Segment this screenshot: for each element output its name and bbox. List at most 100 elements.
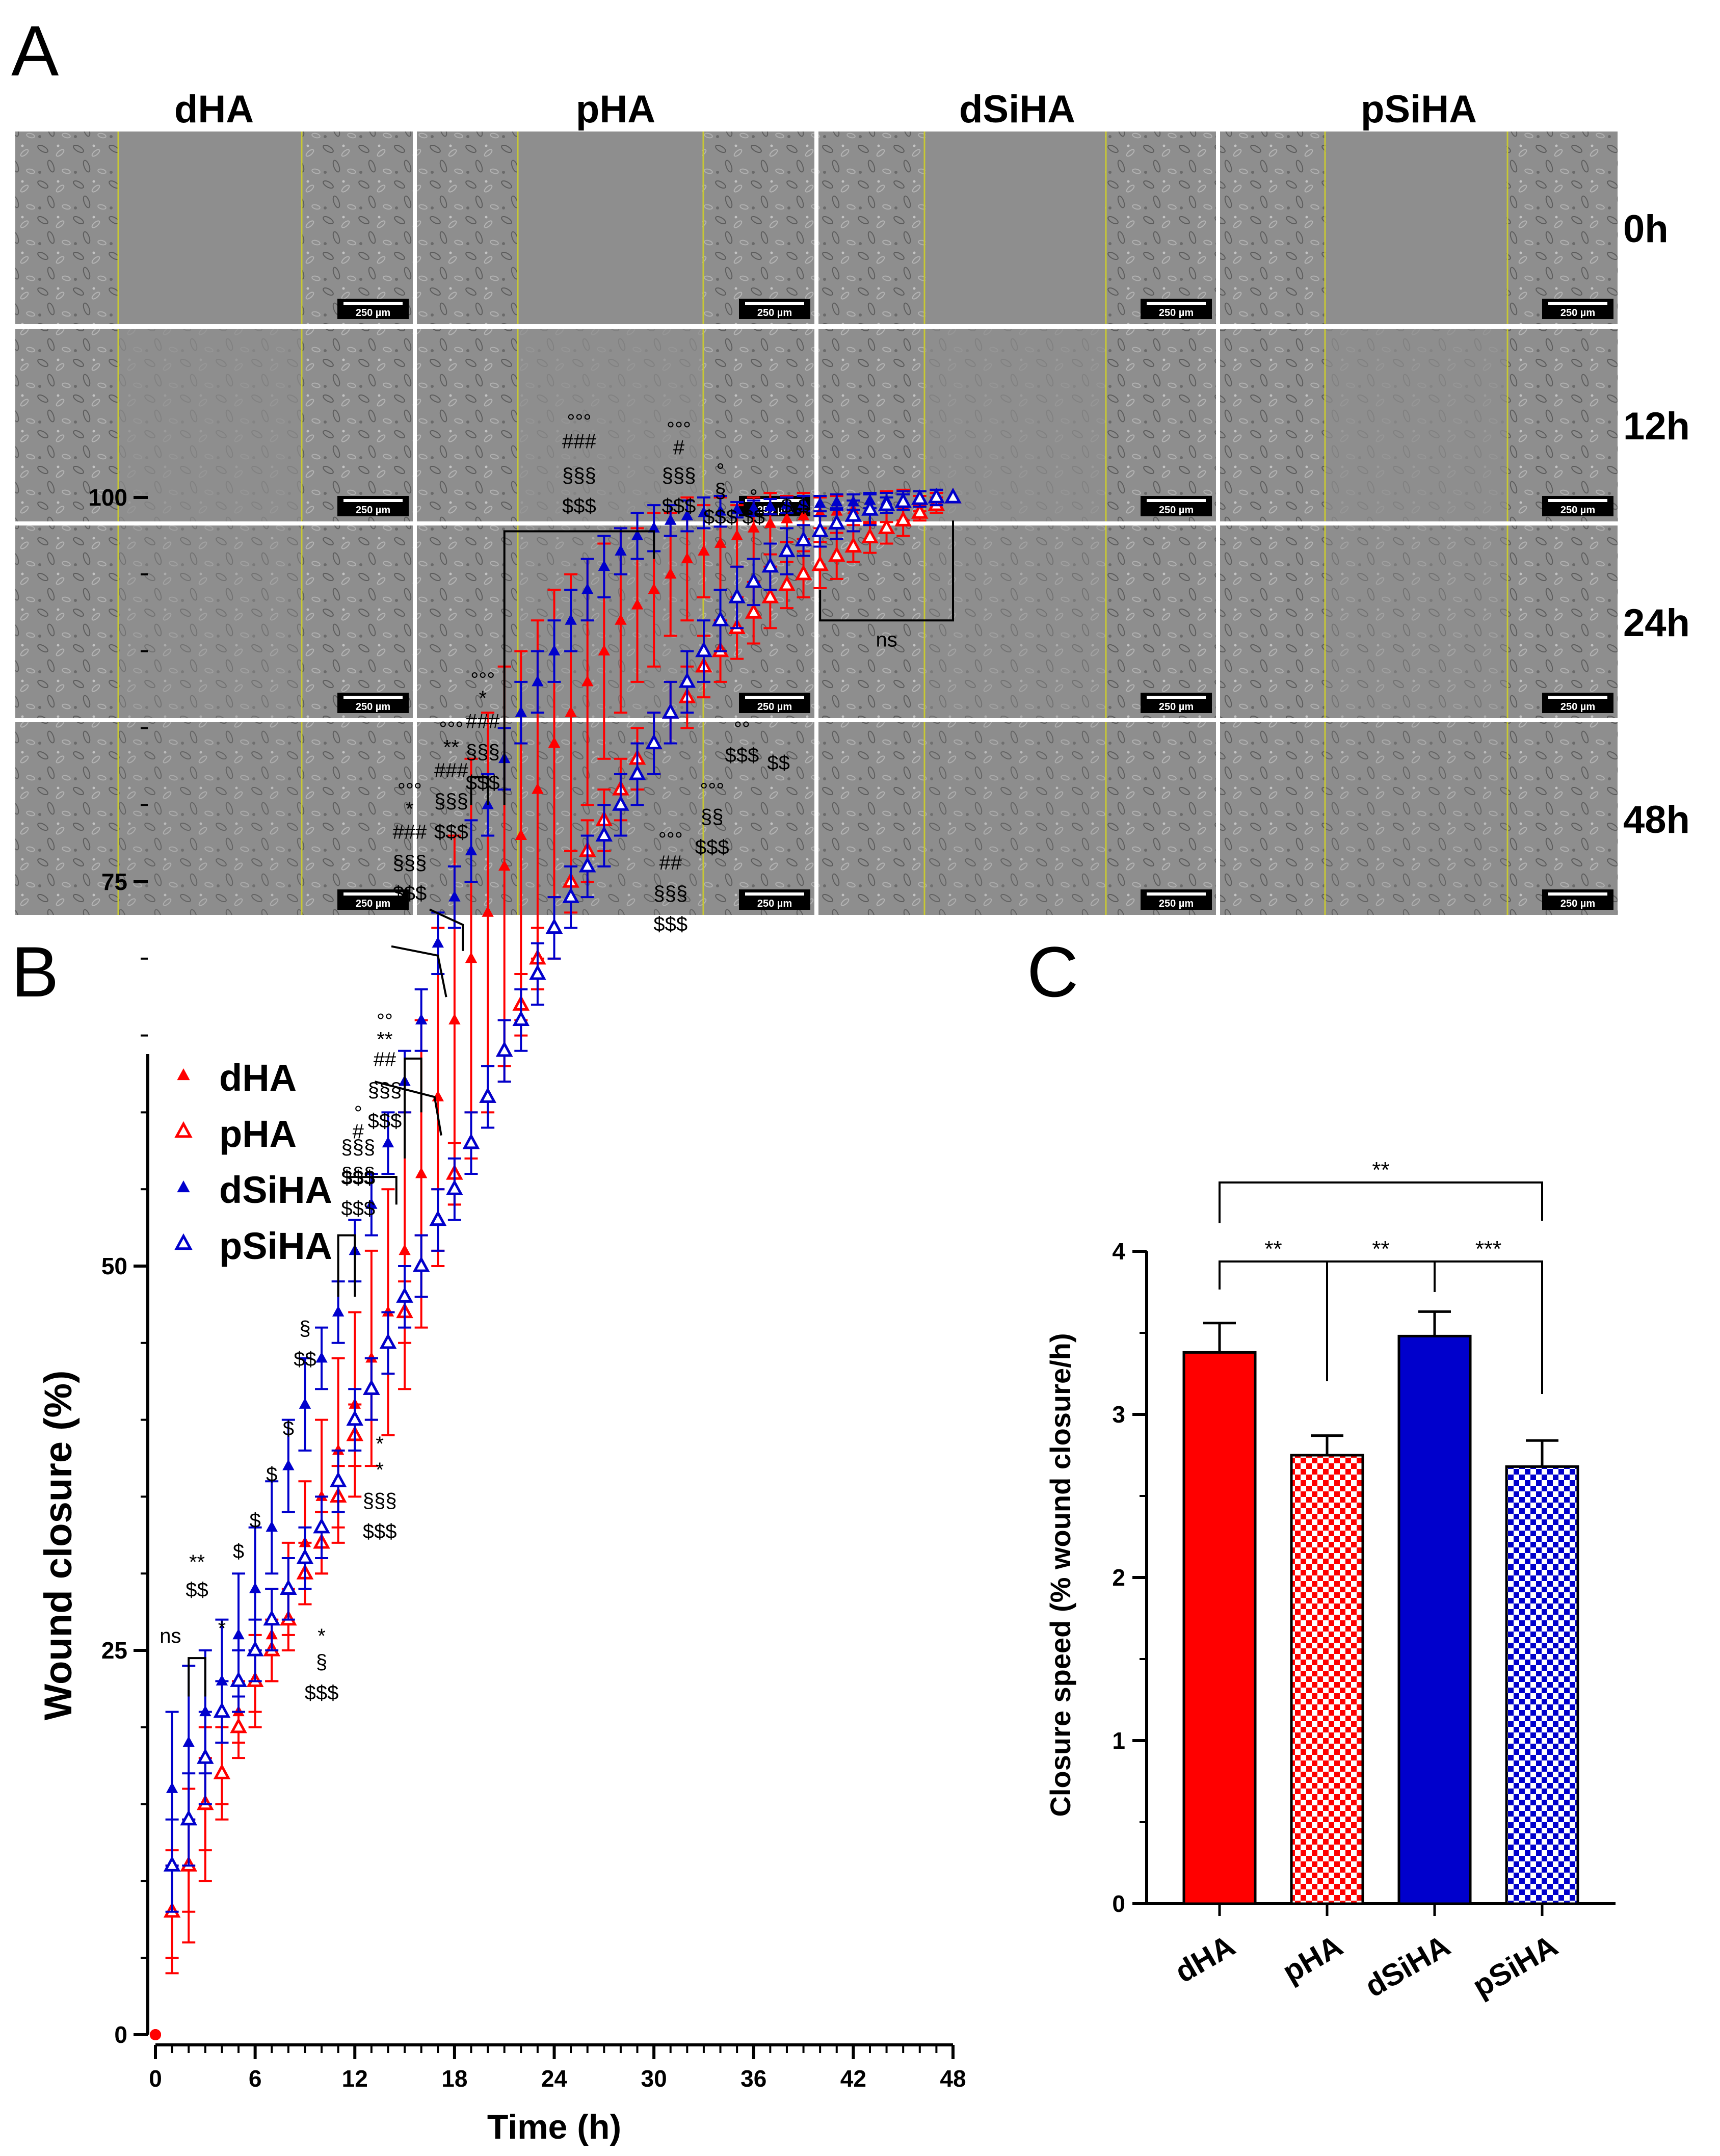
data-point [797,497,810,508]
data-point [661,703,679,719]
data-point [778,541,796,558]
data-point [446,1179,463,1195]
y-tick-label: 1 [1112,1727,1125,1754]
data-point [748,502,760,513]
column-label-psiha: pSiHA [1361,88,1477,131]
significance-annotation: °°° [470,669,495,691]
annotation-connector [470,776,489,805]
data-point [781,498,793,510]
data-point [631,598,644,610]
data-point [150,2029,161,2040]
micrograph-tile [1220,525,1618,718]
scale-bar-label: 250 µm [1159,307,1194,319]
data-point [199,1705,211,1717]
data-point [665,514,677,525]
significance-annotation: §§§ [341,1136,375,1159]
wound-closure-chart: 0 25 50 75 100 0 6 12 18 24 30 36 42 48 Time (h) Wound … [37,410,966,2146]
x-axis-title: Time (h) [487,2108,621,2146]
significance-annotation: ### [392,821,427,844]
data-point [182,1736,195,1747]
data-point [448,890,461,902]
significance-annotation: $ [283,1417,294,1440]
data-point [928,487,945,504]
significance-annotation: ## [374,1048,396,1071]
data-point [665,567,677,579]
scale-bar [745,892,804,896]
bar-dha [1182,1351,1257,1905]
data-point [745,572,762,588]
data-point [761,557,779,573]
wound-gap-area [1326,722,1506,915]
significance-annotation: §§§ [662,464,696,487]
data-point [532,783,544,794]
significance-annotation: °°° [567,410,591,433]
data-point [612,795,629,811]
significance-annotation: $$$ [703,506,737,528]
y-tick-label: 2 [1112,1564,1125,1591]
data-point [315,1490,328,1501]
data-point [329,1471,347,1487]
scale-bar-label: 250 µm [1560,701,1595,713]
row-label-48h: 48h [1623,798,1690,842]
data-point [731,503,743,514]
data-point [748,521,760,533]
wound-gap-area [519,132,702,324]
scale-bar [745,499,804,502]
data-point [811,555,829,571]
significance-label: ** [1372,1237,1389,1261]
scale-bar-label: 250 µm [757,898,792,909]
legend-label: dSiHA [219,1169,332,1211]
significance-annotation: °°° [439,718,463,740]
data-point [163,1856,181,1872]
data-point [562,887,579,903]
data-point [213,1702,231,1718]
significance-annotation: § [316,1651,327,1673]
scale-bar [1147,696,1206,699]
x-tick-label-dha: dHA [1169,1928,1240,1989]
wound-gap-area [1326,329,1506,521]
significance-bracket [1434,1260,1543,1394]
bar-pha [1290,1454,1364,1905]
significance-annotation: °° [734,718,750,740]
significance-annotation: $$$ [562,495,596,517]
significance-annotation: $$$ [725,744,759,767]
significance-annotation: ° [750,486,758,508]
significance-annotation: * [376,1433,384,1455]
annotation-connector [429,908,464,951]
micrograph-tile [1220,722,1618,915]
scale-bar [343,892,403,896]
panel-label-c: C [1027,932,1078,1012]
data-point [698,506,710,517]
significance-annotation: $ [266,1463,277,1486]
data-point [828,546,845,562]
significance-annotation: °°° [700,779,724,802]
data-point [861,528,879,544]
data-point [479,1087,496,1103]
data-point [678,672,696,688]
significance-annotation: $$ [743,506,765,528]
wound-gap-area [519,722,702,915]
column-label-dha: dHA [174,88,254,131]
significance-annotation: * [479,687,487,709]
scale-bar [1147,302,1206,305]
data-point [266,1520,278,1532]
data-point [382,1136,394,1148]
data-point [878,518,895,534]
y-tick-label: 25 [101,1637,127,1664]
significance-annotation: §§§ [392,852,427,874]
scale-bar-label: 250 µm [356,307,390,319]
significance-annotation: ### [562,430,596,453]
legend-marker [177,1068,190,1081]
significance-annotation: ns [876,629,897,651]
scale-bar [1548,499,1607,502]
significance-annotation: $$$ [341,1197,375,1220]
significance-annotation: §§§ [368,1079,402,1101]
data-point [213,1764,231,1779]
significance-label: ** [1264,1237,1282,1261]
data-point [764,517,777,528]
annotation-connector [503,530,655,805]
data-point [332,1305,345,1317]
data-point [828,514,845,530]
data-point [495,1041,513,1057]
significance-annotation: # [353,1121,364,1143]
